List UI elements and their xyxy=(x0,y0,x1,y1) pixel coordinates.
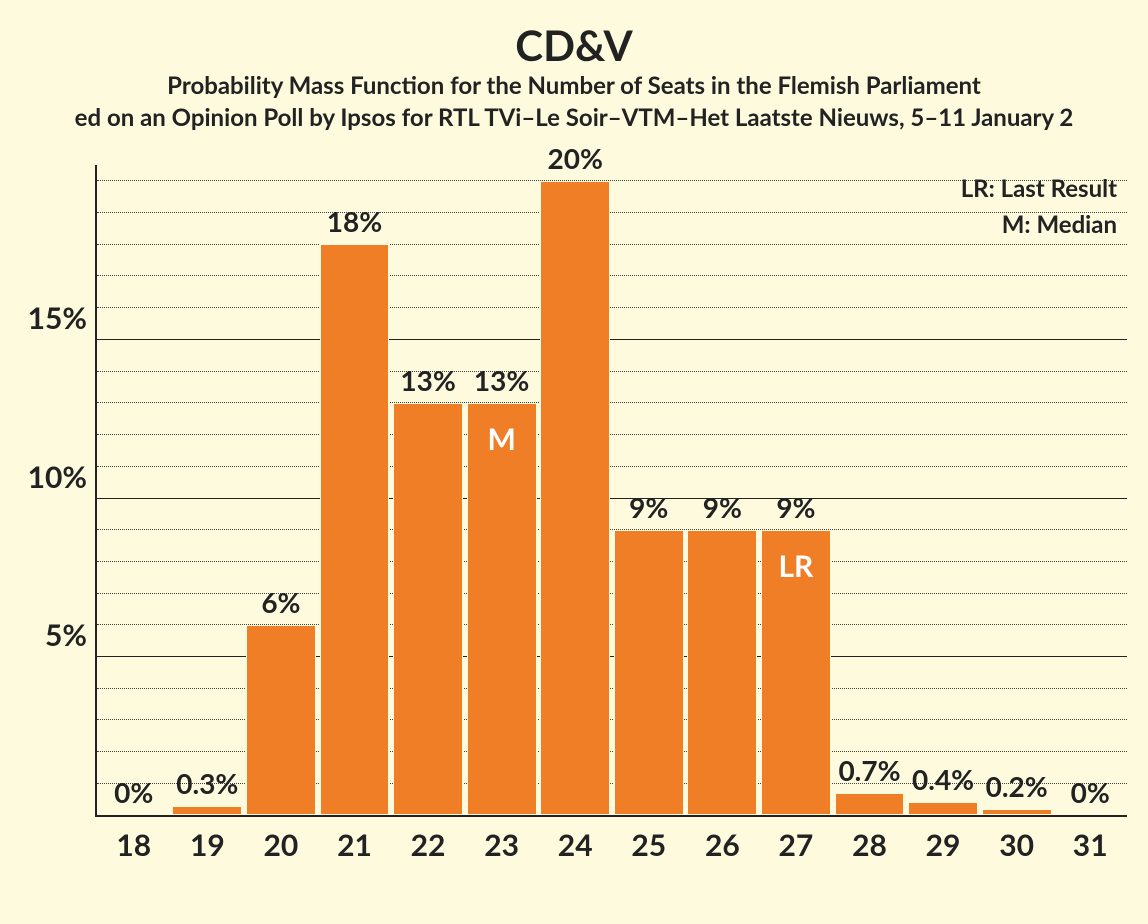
x-axis-tick-label: 28 xyxy=(852,827,887,863)
bar: 0.2% xyxy=(982,809,1052,815)
x-axis-tick-label: 20 xyxy=(264,827,299,863)
title-block: CD&V Probability Mass Function for the N… xyxy=(0,0,1148,135)
bar-marker-m: M xyxy=(467,421,537,457)
bar-value-label: 0.2% xyxy=(986,769,1048,809)
x-axis-tick-label: 18 xyxy=(116,827,151,863)
bar: 0.7% xyxy=(835,793,905,815)
x-axis-tick-label: 31 xyxy=(1073,827,1108,863)
bar-marker-lr: LR xyxy=(761,548,831,584)
x-axis-tick-label: 24 xyxy=(558,827,593,863)
chart-subtitle-2: ed on an Opinion Poll by Ipsos for RTL T… xyxy=(0,102,1148,134)
bar-value-label: 0% xyxy=(1071,775,1110,815)
x-axis-tick-label: 27 xyxy=(779,827,814,863)
x-axis-tick-label: 26 xyxy=(705,827,740,863)
x-axis-tick-label: 19 xyxy=(190,827,225,863)
bar-value-label: 9% xyxy=(776,490,815,530)
bar-value-label: 0.4% xyxy=(912,762,974,802)
plot-area: LR: Last Result M: Median 0%0.3%6%18%13%… xyxy=(95,165,1127,817)
x-axis-tick-label: 29 xyxy=(926,827,961,863)
y-axis-tick-label: 10% xyxy=(28,459,97,495)
bar-value-label: 13% xyxy=(400,363,455,403)
bar: 0.3% xyxy=(172,806,242,816)
x-axis-tick-label: 21 xyxy=(337,827,372,863)
bar: 0.4% xyxy=(908,802,978,815)
bar: 6% xyxy=(246,625,316,815)
y-axis-tick-label: 5% xyxy=(45,617,97,653)
bar-value-label: 20% xyxy=(547,141,602,181)
chart-page: © 2018 Filip van Laenen CD&V Probability… xyxy=(0,0,1148,924)
bar: 9%LR xyxy=(761,530,831,815)
bar-value-label: 0% xyxy=(114,775,153,815)
bar: 13%M xyxy=(467,403,537,815)
x-axis-tick-label: 25 xyxy=(631,827,666,863)
x-axis-tick-label: 22 xyxy=(411,827,446,863)
bar: 20% xyxy=(540,181,610,815)
x-axis-tick-label: 30 xyxy=(999,827,1034,863)
bar: 9% xyxy=(687,530,757,815)
bar-value-label: 18% xyxy=(327,204,382,244)
bar-value-label: 9% xyxy=(703,490,742,530)
x-axis-tick-label: 23 xyxy=(484,827,519,863)
bar-value-label: 0.3% xyxy=(176,766,238,806)
bar: 18% xyxy=(320,244,390,815)
bar-value-label: 0.7% xyxy=(838,753,900,793)
bar-value-label: 9% xyxy=(629,490,668,530)
y-axis-tick-label: 15% xyxy=(28,300,97,336)
chart-subtitle-1: Probability Mass Function for the Number… xyxy=(0,70,1148,102)
bar-value-label: 13% xyxy=(474,363,529,403)
bar-value-label: 6% xyxy=(261,585,300,625)
chart-title: CD&V xyxy=(0,0,1148,70)
bar: 9% xyxy=(614,530,684,815)
bars-layer: 0%0.3%6%18%13%13%M20%9%9%9%LR0.7%0.4%0.2… xyxy=(97,165,1127,815)
bar: 13% xyxy=(393,403,463,815)
